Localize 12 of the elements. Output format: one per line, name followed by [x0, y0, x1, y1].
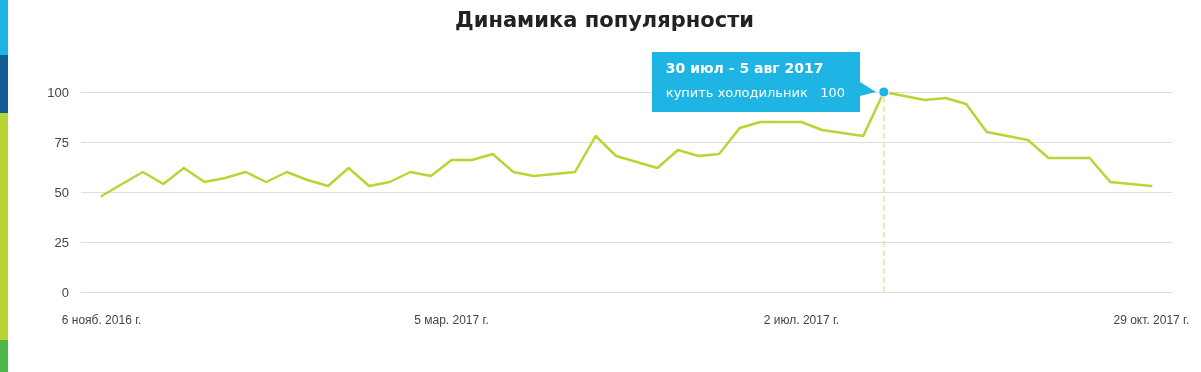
y-tick-label: 0 [61, 284, 69, 300]
x-tick-label: 2 июл. 2017 г. [763, 313, 840, 327]
x-tick-label: 29 окт. 2017 г. [1113, 313, 1190, 327]
text: 30 июл - 5 авг 2017 [665, 60, 824, 76]
x-tick-label: 5 мар. 2017 г. [414, 313, 489, 327]
y-tick-label: 75 [54, 134, 69, 150]
x-tick-label: 6 нояб. 2016 г. [61, 313, 142, 327]
y-tick-label: 100 [47, 84, 69, 100]
annotation: купить холодильник 100 [665, 85, 845, 100]
y-tick-label: 50 [54, 184, 69, 200]
chart-title: Динамика популярности [454, 7, 755, 32]
y-tick-label: 25 [54, 234, 69, 250]
